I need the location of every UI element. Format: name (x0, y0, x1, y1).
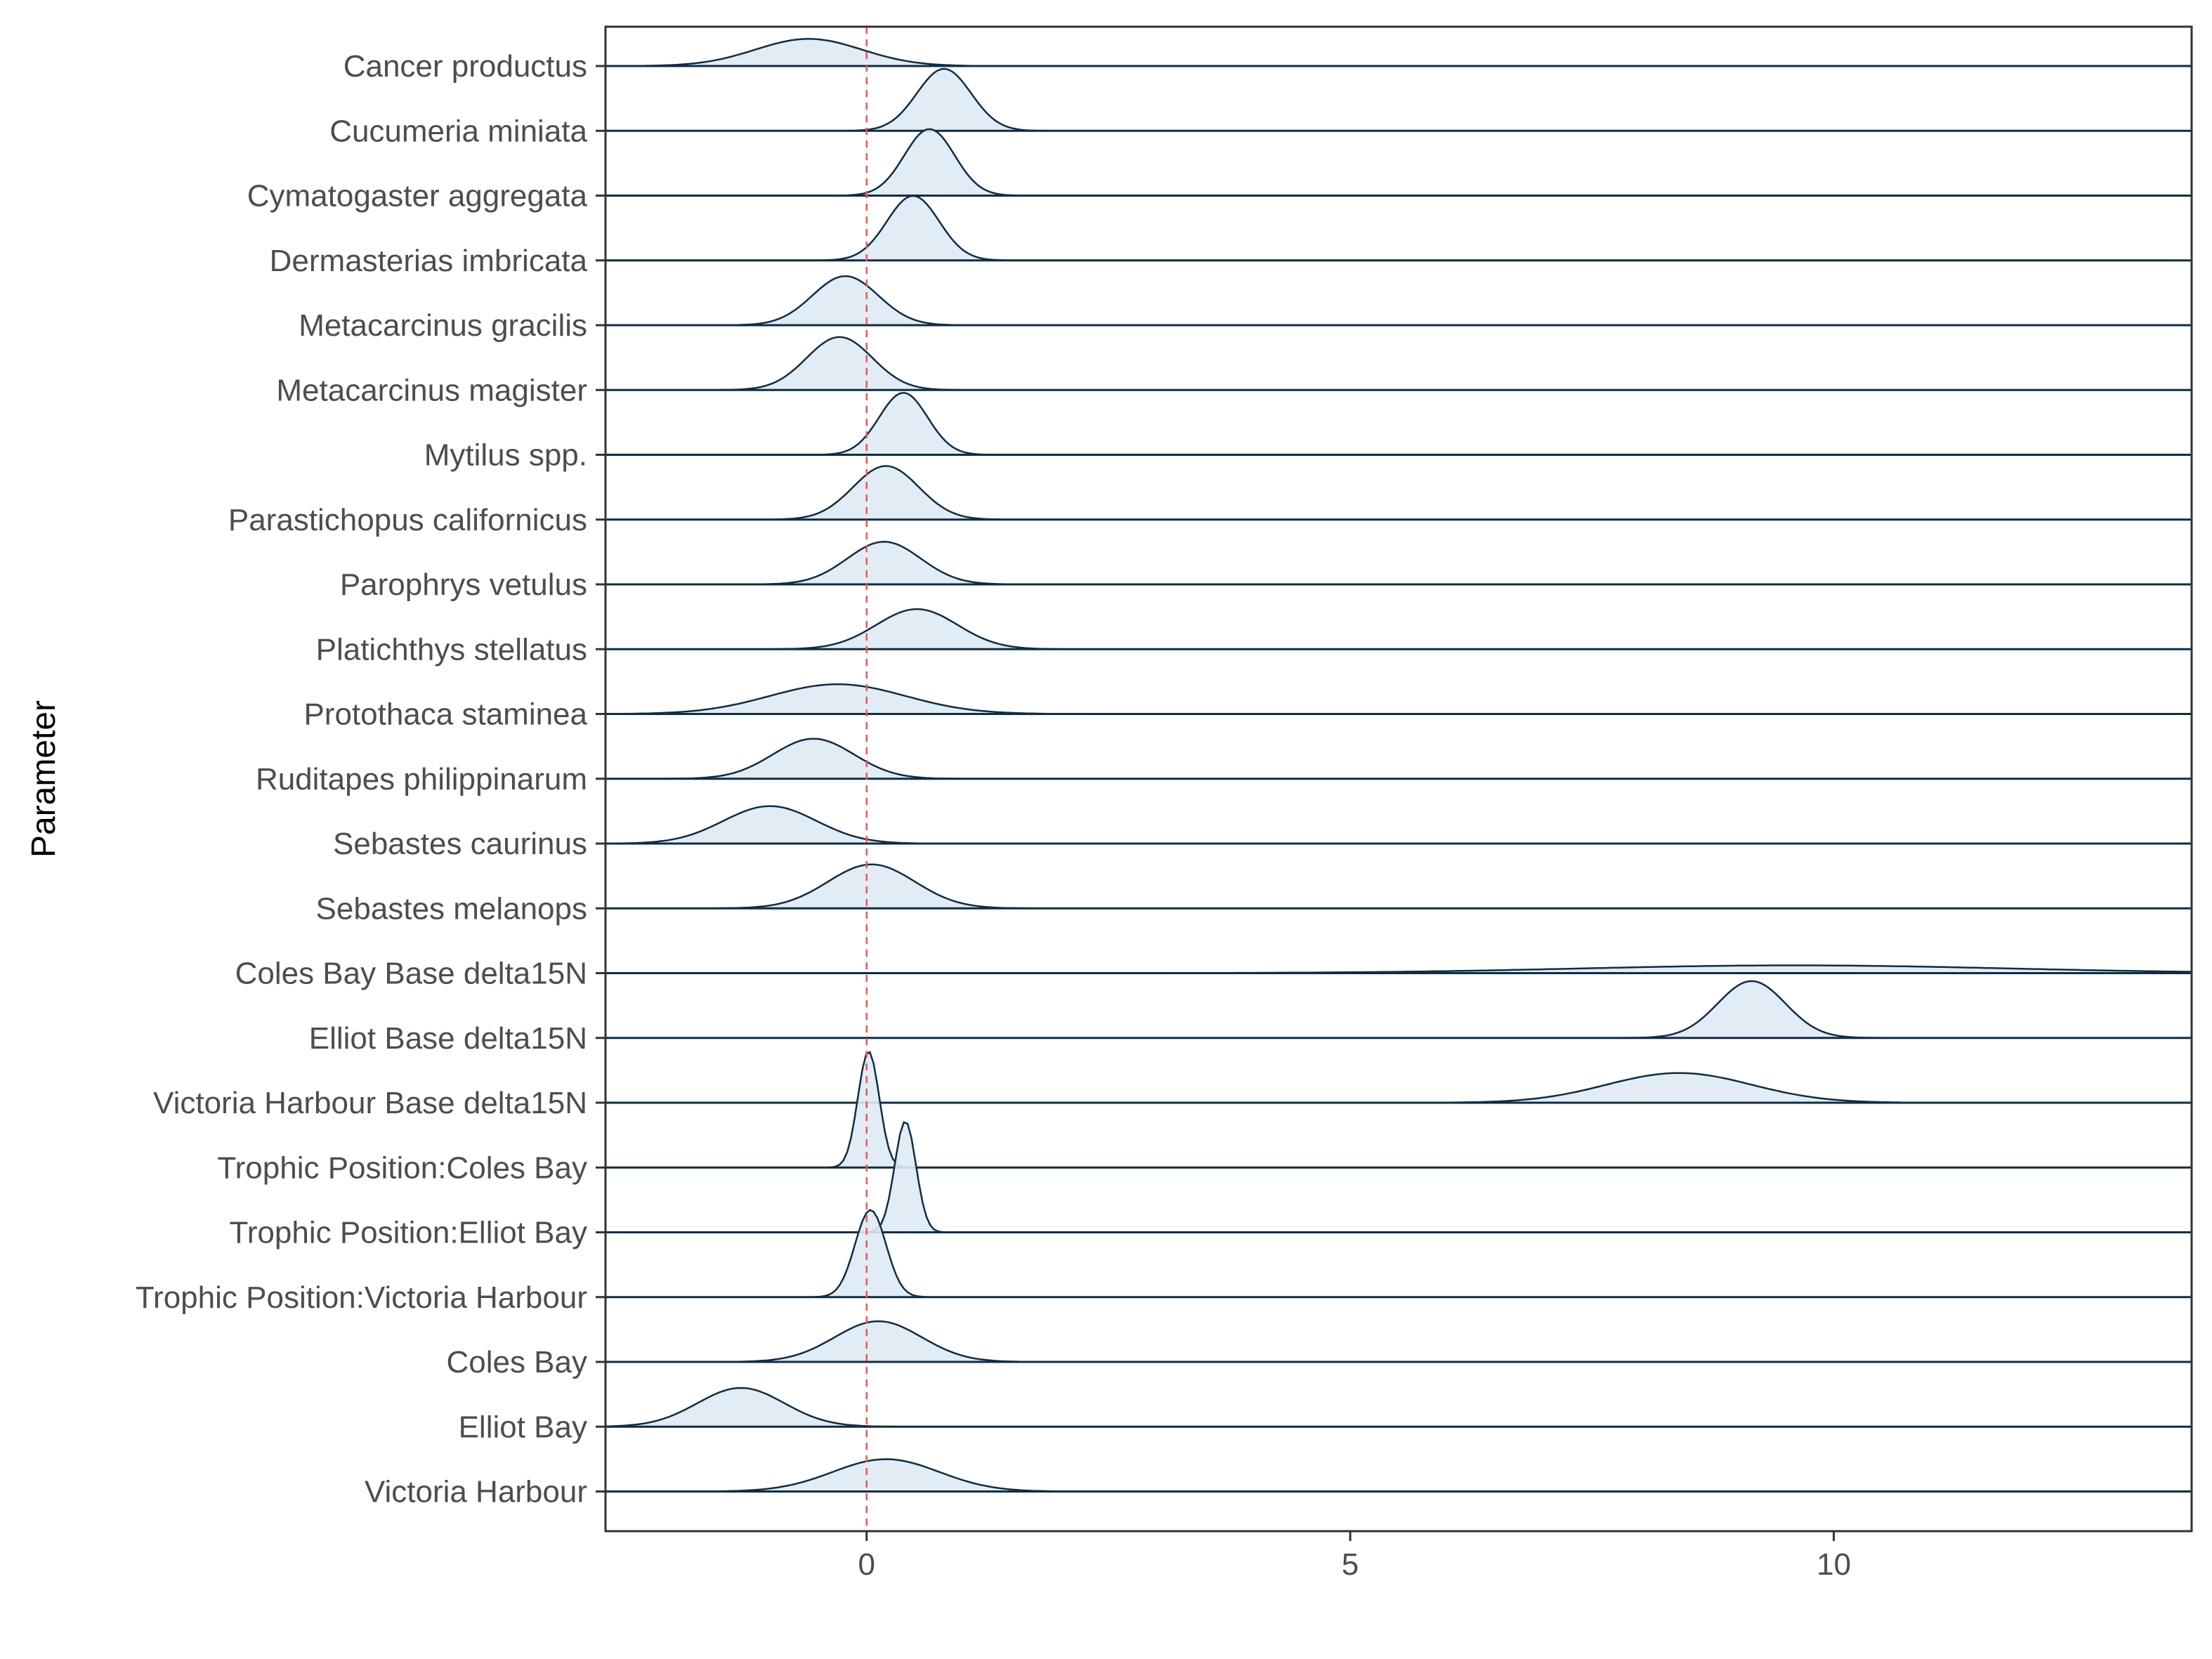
ridge-metacarcinus-gracilis (606, 275, 2192, 327)
ridge-fill (606, 981, 2192, 1038)
x-tick-label: 0 (858, 1547, 875, 1582)
ridges-layer (605, 38, 2192, 1493)
ridge-trophic-position-victoria-harbour (606, 1209, 2192, 1299)
ridge-fill (606, 609, 2192, 650)
x-tick-label: 5 (1342, 1547, 1359, 1582)
ridge-outline (606, 608, 2192, 650)
ridge-fill (606, 684, 2192, 714)
ridge-outline (606, 275, 2192, 327)
y-tick-label: Metacarcinus magister (276, 373, 587, 407)
ridge-mytilus-spp (606, 391, 2192, 456)
y-tick-label: Trophic Position:Coles Bay (217, 1150, 587, 1185)
ridge-outline (606, 541, 2192, 586)
ridge-outline (606, 195, 2192, 262)
ridge-fill (606, 129, 2192, 196)
ridge-outline (606, 980, 2192, 1040)
ridge-fill (606, 806, 2192, 844)
y-tick-label: Victoria Harbour Base delta15N (153, 1086, 587, 1120)
y-tick-label: Parastichopus californicus (228, 503, 587, 537)
ridge-fill (606, 1388, 2192, 1427)
y-tick-label: Elliot Bay (459, 1410, 587, 1444)
ridge-elliot-bay (605, 1386, 2192, 1428)
ridge-outline (606, 805, 2192, 845)
y-tick-label: Cancer productus (343, 49, 587, 84)
y-tick-label: Trophic Position:Elliot Bay (230, 1216, 587, 1250)
ridge-cancer-productus (606, 38, 2192, 67)
ridge-outline (606, 67, 2192, 132)
ridge-fill (606, 69, 2192, 131)
ridge-trophic-position-coles-bay (606, 1051, 2192, 1169)
ridge-outline (606, 1209, 2192, 1299)
y-tick-label: Protothaca staminea (303, 697, 587, 732)
ridge-outline (606, 465, 2192, 521)
ridge-outline (606, 737, 2192, 780)
ridge-outline (606, 128, 2192, 197)
ridge-fill (606, 195, 2192, 261)
ridge-fill (606, 1459, 2192, 1492)
y-tick-label: Parophrys vetulus (340, 568, 587, 602)
y-tick-label: Mytilus spp. (424, 438, 587, 473)
ridge-sebastes-caurinus (606, 805, 2192, 845)
ridge-fill (606, 393, 2192, 455)
ridge-outline (606, 1320, 2192, 1363)
y-axis: Cancer productus Cucumeria miniata Cymatog… (136, 49, 606, 1509)
ridge-outline (605, 1386, 2192, 1428)
y-tick-label: Sebastes melanops (316, 891, 587, 926)
ridge-outline (606, 391, 2192, 456)
ridge-fill (606, 738, 2192, 779)
x-axis: 0 5 10 (858, 1531, 1851, 1582)
y-tick-label: Coles Bay Base delta15N (235, 957, 587, 991)
ridge-outline (606, 863, 2192, 910)
ridge-cymatogaster-aggregata (606, 128, 2192, 197)
ridge-outline (606, 683, 2192, 715)
y-tick-label: Ruditapes philippinarum (256, 762, 587, 796)
ridge-outline (606, 38, 2192, 67)
ridge-fill (606, 1321, 2192, 1362)
y-tick-label: Victoria Harbour (365, 1475, 587, 1509)
y-tick-label: Trophic Position:Victoria Harbour (136, 1280, 587, 1315)
y-tick-label: Sebastes caurinus (333, 827, 587, 861)
y-tick-label: Coles Bay (446, 1345, 587, 1379)
y-tick-label: Cymatogaster aggregata (247, 179, 588, 214)
y-tick-label: Cucumeria miniata (329, 114, 587, 148)
y-axis-title: Parameter (25, 700, 63, 858)
y-tick-label: Metacarcinus gracilis (299, 308, 587, 343)
ridge-ruditapes-philippinarum (606, 737, 2192, 780)
ridge-outline (606, 336, 2192, 391)
ridge-dermasterias-imbricata (606, 195, 2192, 262)
ridge-fill (606, 39, 2192, 66)
x-tick-label: 10 (1817, 1547, 1851, 1582)
ridge-outline (606, 964, 2192, 974)
ridge-sebastes-melanops (606, 863, 2192, 910)
ridge-fill (606, 542, 2192, 584)
ridge-platichthys-stellatus (606, 608, 2192, 650)
ridge-parastichopus-californicus (606, 465, 2192, 521)
ridge-fill (606, 466, 2192, 520)
y-tick-label: Dermasterias imbricata (270, 244, 588, 278)
ridge-parophrys-vetulus (606, 541, 2192, 586)
ridge-outline (606, 1051, 2192, 1169)
ridge-fill (606, 965, 2192, 973)
ridge-coles-bay (606, 1320, 2192, 1363)
ridge-coles-bay-base-delta15n (606, 964, 2192, 974)
ridge-outline (606, 1458, 2192, 1493)
y-tick-label: Platichthys stellatus (316, 632, 587, 667)
ridge-elliot-base-delta15n (606, 980, 2192, 1040)
ridge-protothaca-staminea (606, 683, 2192, 715)
ridge-metacarcinus-magister (606, 336, 2192, 391)
ridge-cucumeria-miniata (606, 67, 2192, 132)
ridge-victoria-harbour (606, 1458, 2192, 1493)
y-tick-label: Elliot Base delta15N (309, 1021, 587, 1056)
